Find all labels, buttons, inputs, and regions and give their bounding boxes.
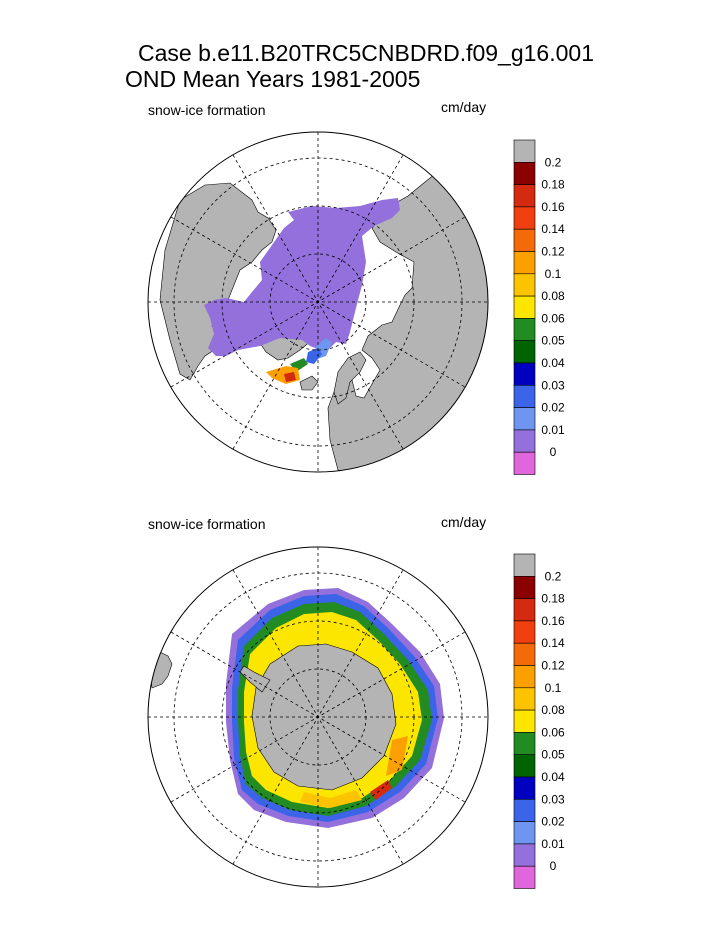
- south-panel-units: cm/day: [441, 514, 487, 530]
- south-graticule: [148, 547, 488, 887]
- north-colorbar-box: [513, 273, 536, 297]
- south-colorbar-box: [513, 732, 536, 756]
- north-ice-central-arctic: [204, 198, 400, 356]
- north-colorbar-label: 0.06: [541, 311, 565, 325]
- south-polar-map: [147, 546, 489, 888]
- south-panel-title: snow-ice formation: [148, 516, 266, 532]
- north-colorbar-box: [513, 318, 536, 341]
- north-colorbar: 0.2 0.18 0.16 0.14 0.12 0.1 0.08 0.06 0.05 0.04 0.…: [513, 139, 565, 475]
- north-colorbar-box: [513, 139, 536, 163]
- north-colorbar-label: 0.1: [545, 267, 562, 281]
- south-colorbar-label: 0.16: [541, 614, 565, 628]
- north-ice-greenland-sea-0.03: [306, 348, 322, 364]
- north-map-outline: [147, 131, 489, 473]
- north-polar-map: [147, 131, 489, 473]
- north-land-scandinavia: [333, 351, 367, 405]
- north-colorbar-box: [513, 429, 536, 453]
- north-colorbar-box: [513, 162, 536, 185]
- north-panel-units: cm/day: [441, 99, 487, 115]
- south-colorbar-box: [513, 709, 536, 733]
- south-colorbar-label: 0.05: [541, 748, 565, 762]
- south-colorbar-label: 0.02: [541, 815, 565, 829]
- south-colorbar-label: 0.06: [541, 725, 565, 739]
- south-colorbar-box: [513, 865, 536, 889]
- north-colorbar-box: [513, 362, 536, 386]
- north-colorbar-label: 0.18: [541, 178, 565, 192]
- south-map-outline: [147, 546, 489, 888]
- north-colorbar-label: 0.02: [541, 401, 565, 415]
- north-colorbar-box: [513, 251, 536, 275]
- south-colorbar: 0.2 0.18 0.16 0.14 0.12 0.1 0.08 0.06 0.05 0.04 0.…: [513, 553, 565, 889]
- north-colorbar-box: [513, 407, 536, 431]
- north-panel-title: snow-ice formation: [148, 102, 266, 118]
- south-colorbar-box: [513, 821, 536, 845]
- south-colorbar-box: [513, 575, 536, 599]
- south-colorbar-label: 0.1: [545, 681, 562, 695]
- north-colorbar-label: 0.08: [541, 289, 565, 303]
- north-ice-denmark-strait-0.16: [284, 372, 296, 382]
- south-ice-ring-0.08: [244, 612, 422, 808]
- south-colorbar-box: [513, 776, 536, 800]
- south-colorbar-label: 0.01: [541, 837, 565, 851]
- south-colorbar-label: 0.04: [541, 770, 565, 784]
- south-colorbar-box: [513, 754, 536, 778]
- north-colorbar-box: [513, 228, 536, 252]
- south-colorbar-label: 0.2: [545, 569, 562, 583]
- north-colorbar-label: 0.03: [541, 378, 565, 392]
- south-colorbar-box: [513, 620, 536, 644]
- north-colorbar-box: [513, 295, 536, 319]
- south-colorbar-label: 0: [550, 859, 557, 873]
- south-colorbar-label: 0.08: [541, 703, 565, 717]
- north-colorbar-box: [513, 184, 536, 208]
- north-colorbar-label: 0.01: [541, 423, 565, 437]
- north-graticule: [148, 132, 488, 472]
- figure-title-line1: Case b.e11.B20TRC5CNBDRD.f09_g16.001: [138, 40, 594, 66]
- north-colorbar-label: 0.2: [545, 155, 562, 169]
- south-colorbar-box: [513, 843, 536, 867]
- south-colorbar-box: [513, 598, 536, 622]
- south-colorbar-label: 0.03: [541, 792, 565, 806]
- south-colorbar-label: 0.12: [541, 659, 565, 673]
- north-colorbar-box: [513, 384, 536, 408]
- south-ice-ring-0.16: [370, 780, 392, 800]
- south-colorbar-box: [513, 687, 536, 711]
- south-colorbar-box: [513, 642, 536, 666]
- south-colorbar-label: 0.18: [541, 592, 565, 606]
- figure-title-line2: OND Mean Years 1981-2005: [125, 66, 421, 92]
- north-colorbar-label: 0.16: [541, 200, 565, 214]
- north-colorbar-label: 0.12: [541, 245, 565, 259]
- north-colorbar-label: 0: [550, 445, 557, 459]
- south-colorbar-box: [513, 553, 536, 577]
- south-colorbar-box: [513, 665, 536, 689]
- south-ice-ring-0.12: [386, 736, 408, 776]
- north-colorbar-label: 0.14: [541, 222, 565, 236]
- south-colorbar-box: [513, 798, 536, 822]
- north-colorbar-box: [513, 340, 536, 364]
- north-colorbar-label: 0.05: [541, 334, 565, 348]
- north-colorbar-box: [513, 451, 536, 475]
- north-colorbar-box: [513, 206, 536, 230]
- north-land-iceland: [299, 375, 319, 391]
- south-ice-ring-0.1: [300, 790, 362, 808]
- south-colorbar-label: 0.14: [541, 636, 565, 650]
- north-colorbar-label: 0.04: [541, 356, 565, 370]
